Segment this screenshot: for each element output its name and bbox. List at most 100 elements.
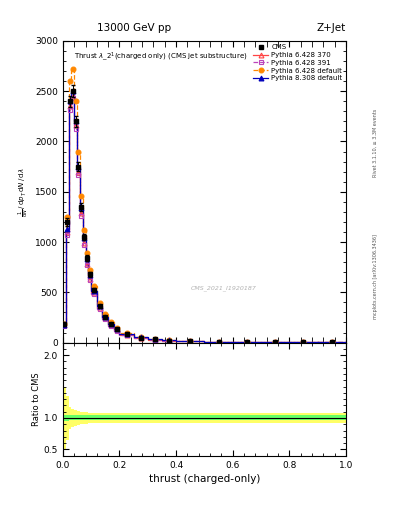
Pythia 6.428 370 [80,240,85,246]
Pythia 6.428 default [287,339,292,346]
Pythia 6.428 391 [160,338,164,344]
Pythia 6.428 391 [86,278,91,284]
Pythia 6.428 391 [94,306,99,312]
Line: Pythia 8.308 default: Pythia 8.308 default [63,91,318,343]
Pythia 6.428 370 [112,327,116,333]
Pythia 8.308 default [160,337,164,344]
Pythia 6.428 default [112,325,116,331]
Pythia 6.428 370 [77,210,82,216]
Pythia 6.428 370 [259,339,263,346]
Pythia 6.428 default [61,321,65,327]
Pythia 8.308 default [66,98,71,104]
Pythia 6.428 370 [100,315,105,321]
Pythia 6.428 370 [72,122,77,129]
Pythia 6.428 370 [117,332,122,338]
Pythia 8.308 default [100,313,105,319]
Pythia 6.428 370 [131,335,136,341]
Pythia 6.428 391 [72,126,77,133]
Pythia 8.308 default [315,339,320,346]
Pythia 8.308 default [69,88,74,94]
Pythia 6.428 391 [287,339,292,346]
Pythia 6.428 391 [259,339,263,346]
Pythia 8.308 default [259,339,263,346]
Pythia 6.428 default [80,227,85,233]
Pythia 8.308 default [202,339,207,345]
Pythia 6.428 391 [145,337,150,343]
Pythia 6.428 391 [77,213,82,219]
Pythia 6.428 370 [174,338,178,345]
Pythia 6.428 default [106,319,110,326]
Pythia 6.428 370 [287,339,292,346]
Pythia 6.428 default [202,338,207,345]
Pythia 6.428 391 [63,232,68,238]
Pythia 6.428 default [174,338,178,344]
Pythia 6.428 default [230,339,235,345]
Pythia 8.308 default [230,339,235,345]
Line: Pythia 6.428 370: Pythia 6.428 370 [63,96,318,343]
Pythia 6.428 370 [160,338,164,344]
Pythia 6.428 370 [230,339,235,345]
Text: 13000 GeV pp: 13000 GeV pp [97,23,171,33]
Pythia 8.308 default [106,321,110,327]
Pythia 8.308 default [77,205,82,211]
Pythia 6.428 default [63,214,68,220]
Pythia 8.308 default [287,339,292,346]
Pythia 6.428 370 [89,290,94,296]
Pythia 8.308 default [117,331,122,337]
Pythia 6.428 370 [75,168,79,175]
Pythia 8.308 default [86,272,91,278]
Pythia 8.308 default [89,288,94,294]
Line: Pythia 6.428 391: Pythia 6.428 391 [63,98,318,343]
Pythia 6.428 391 [112,328,116,334]
Pythia 8.308 default [63,226,68,232]
Text: Thrust $\lambda\_2^1$(charged only) (CMS jet substructure): Thrust $\lambda\_2^1$(charged only) (CMS… [74,50,248,63]
Pythia 6.428 391 [230,339,235,345]
Pythia 6.428 391 [106,323,110,329]
Pythia 6.428 370 [69,93,74,99]
Pythia 6.428 370 [66,103,71,110]
Pythia 6.428 370 [63,229,68,235]
Pythia 6.428 370 [83,261,88,267]
Line: Pythia 6.428 default: Pythia 6.428 default [63,69,318,343]
Pythia 6.428 370 [86,276,91,282]
Pythia 6.428 default [131,334,136,340]
Pythia 8.308 default [131,334,136,340]
Pythia 6.428 default [83,249,88,255]
Pythia 6.428 370 [94,305,99,311]
Pythia 6.428 default [160,337,164,344]
Text: Rivet 3.1.10, ≥ 3.3M events: Rivet 3.1.10, ≥ 3.3M events [373,109,378,178]
Pythia 8.308 default [61,322,65,328]
Pythia 6.428 default [117,330,122,336]
Pythia 6.428 default [94,300,99,306]
Pythia 6.428 391 [61,323,65,329]
Pythia 8.308 default [80,235,85,241]
Pythia 6.428 default [315,339,320,346]
Text: mcplots.cern.ch [arXiv:1306.3436]: mcplots.cern.ch [arXiv:1306.3436] [373,234,378,319]
Pythia 6.428 default [69,66,74,72]
Pythia 6.428 default [77,193,82,199]
Pythia 6.428 391 [131,335,136,341]
Pythia 6.428 default [75,148,79,155]
Pythia 8.308 default [112,326,116,332]
Pythia 6.428 default [259,339,263,345]
Pythia 6.428 391 [315,339,320,346]
Pythia 6.428 391 [83,262,88,268]
Pythia 6.428 391 [117,332,122,338]
Pythia 6.428 391 [100,315,105,322]
Pythia 6.428 391 [202,339,207,345]
Y-axis label: Ratio to CMS: Ratio to CMS [32,372,41,426]
Pythia 6.428 370 [106,322,110,328]
Pythia 6.428 default [89,283,94,289]
Pythia 6.428 391 [69,95,74,101]
Pythia 6.428 370 [145,337,150,343]
Pythia 6.428 370 [202,339,207,345]
Pythia 6.428 391 [174,338,178,345]
Pythia 6.428 default [86,267,91,273]
Y-axis label: $\frac{1}{\mathrm{d}N}\,/\,\mathrm{d}p_T\,\mathrm{d}N\,/\,\mathrm{d}\lambda$: $\frac{1}{\mathrm{d}N}\,/\,\mathrm{d}p_T… [17,167,31,217]
Pythia 6.428 default [100,311,105,317]
Pythia 8.308 default [94,303,99,309]
Legend: CMS, Pythia 6.428 370, Pythia 6.428 391, Pythia 6.428 default, Pythia 8.308 defa: CMS, Pythia 6.428 370, Pythia 6.428 391,… [252,43,344,83]
Text: CMS_2021_I1920187: CMS_2021_I1920187 [191,286,257,291]
Pythia 6.428 391 [89,291,94,297]
Pythia 8.308 default [72,118,77,124]
